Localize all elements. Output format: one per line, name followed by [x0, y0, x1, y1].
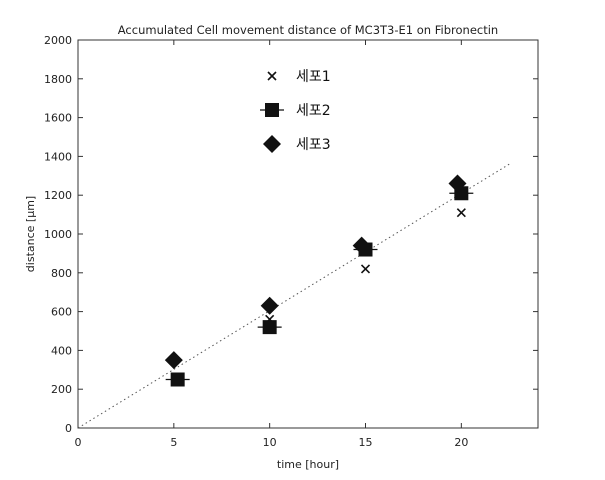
legend-item: 세포2	[260, 103, 331, 119]
y-tick-label: 600	[51, 306, 72, 319]
data-point	[448, 174, 467, 193]
y-tick-label: 2000	[44, 34, 72, 47]
data-point	[164, 351, 183, 370]
y-tick-label: 800	[51, 267, 72, 280]
y-tick-label: 1000	[44, 228, 72, 241]
marker-square	[262, 320, 277, 335]
data-point	[456, 208, 466, 218]
y-tick-label: 400	[51, 344, 72, 357]
x-axis: 0 5 10 15 20	[75, 40, 468, 449]
y-tick-label: 1200	[44, 189, 72, 202]
chart-title: Accumulated Cell movement distance of MC…	[118, 23, 498, 37]
x-tick-label: 15	[359, 436, 373, 449]
x-tick-label: 0	[75, 436, 82, 449]
marker-square	[265, 103, 279, 117]
legend-label: 세포1	[296, 69, 331, 85]
x-tick-label: 10	[263, 436, 277, 449]
y-tick-label: 1400	[44, 150, 72, 163]
marker-square	[170, 372, 185, 387]
points-layer	[164, 174, 474, 387]
trendline-layer	[77, 163, 510, 429]
data-point	[257, 320, 282, 335]
marker-stroke	[360, 264, 371, 274]
data-point	[352, 236, 371, 255]
data-point	[165, 372, 190, 387]
x-axis-label: time [hour]	[277, 458, 339, 471]
marker-stroke	[267, 71, 277, 81]
data-point	[260, 296, 279, 315]
y-tick-label: 0	[65, 422, 72, 435]
x-tick-label: 5	[170, 436, 177, 449]
y-tick-label: 1600	[44, 112, 72, 125]
y-tick-label: 1800	[44, 73, 72, 86]
legend-item: 세포1	[267, 69, 331, 85]
legend-label: 세포3	[296, 137, 331, 153]
data-point	[360, 264, 371, 274]
legend-marker	[267, 71, 277, 81]
y-axis: 0 200 400 600 800 1000 1200 1400 1600 1800 2000	[44, 34, 538, 435]
legend-label: 세포2	[296, 103, 331, 119]
trendline	[77, 163, 510, 429]
x-tick-label: 20	[454, 436, 468, 449]
legend: 세포1 세포2 세포3	[260, 69, 331, 153]
y-axis-label: distance [µm]	[24, 196, 37, 272]
legend-item: 세포3	[263, 135, 331, 153]
legend-marker	[263, 135, 281, 153]
marker-stroke	[456, 208, 466, 218]
y-tick-label: 200	[51, 383, 72, 396]
legend-marker	[260, 103, 284, 117]
series-3	[164, 174, 467, 370]
